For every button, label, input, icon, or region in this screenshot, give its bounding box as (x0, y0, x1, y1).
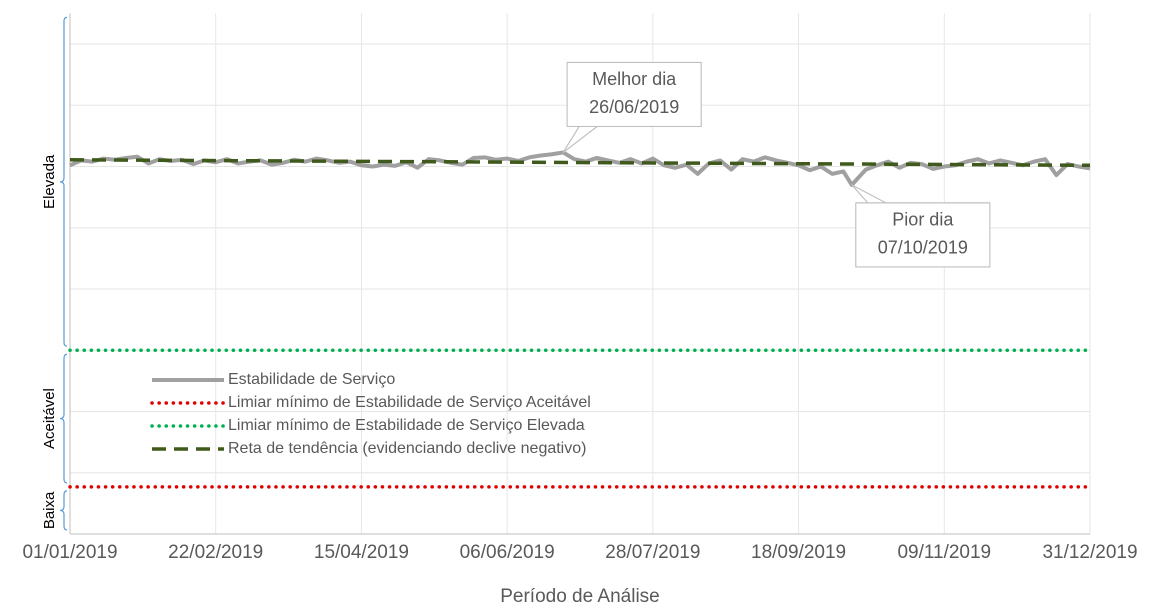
annotation-text: 26/06/2019 (589, 97, 679, 117)
x-tick-label: 18/09/2019 (751, 542, 846, 563)
legend-label: Reta de tendência (evidenciando declive … (228, 440, 586, 457)
x-tick-label: 15/04/2019 (314, 542, 409, 563)
x-tick-label: 22/02/2019 (168, 542, 263, 563)
legend-label: Limiar mínimo de Estabilidade de Serviço… (228, 417, 585, 434)
band-brace (59, 490, 68, 531)
legend-label: Estabilidade de Serviço (228, 371, 395, 388)
band-label: Baixa (41, 491, 58, 529)
band-brace (59, 353, 68, 484)
x-tick-label: 28/07/2019 (605, 542, 700, 563)
x-tick-label: 31/12/2019 (1042, 542, 1137, 563)
x-axis-label: Período de Análise (500, 586, 660, 607)
band-brace (59, 16, 68, 347)
annotation-text: Pior dia (892, 210, 954, 230)
x-tick-label: 01/01/2019 (22, 542, 117, 563)
legend-label: Limiar mínimo de Estabilidade de Serviço… (228, 394, 591, 411)
band-label: Aceitável (41, 388, 58, 449)
trend-line (69, 158, 1091, 168)
x-tick-label: 06/06/2019 (460, 542, 555, 563)
x-tick-label: 09/11/2019 (897, 542, 991, 563)
callout-box (856, 203, 990, 267)
annotation-text: Melhor dia (592, 69, 677, 89)
series-line (69, 150, 1091, 187)
annotation-text: 07/10/2019 (878, 238, 968, 258)
callout-box (567, 63, 701, 126)
band-label: Elevada (41, 154, 58, 209)
